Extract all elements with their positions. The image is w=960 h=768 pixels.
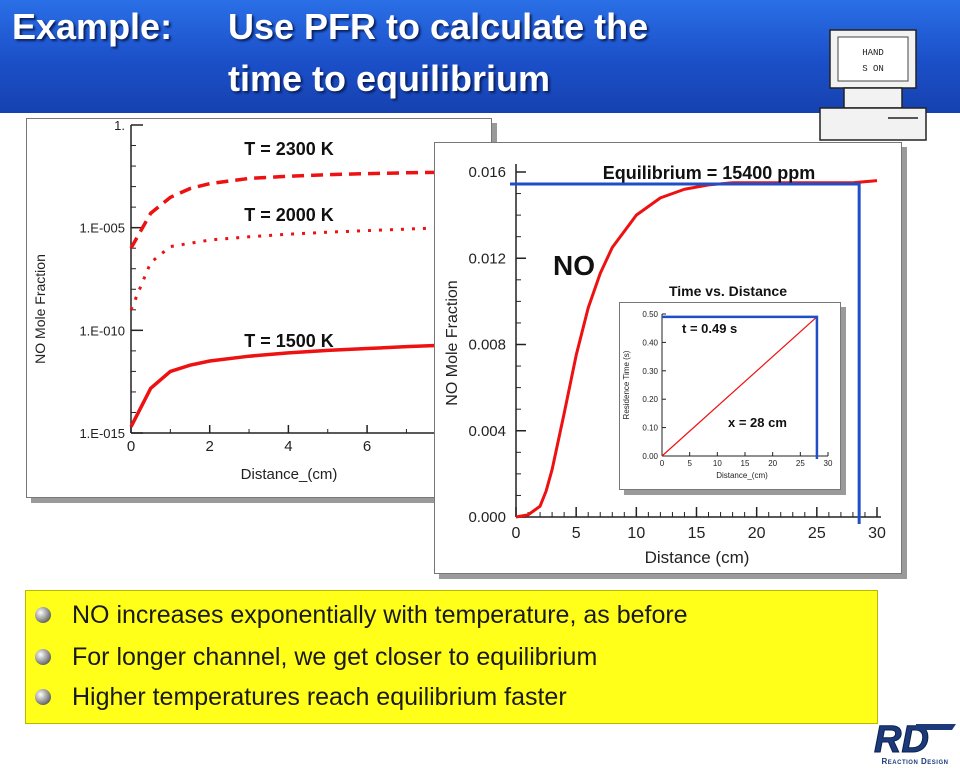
y-tick-label: 0.50 [642, 310, 658, 319]
y-tick-label: 0.004 [468, 423, 506, 440]
bullet-item: NO increases exponentially with temperat… [26, 599, 879, 631]
y-tick-label: 0.012 [468, 250, 506, 267]
chart-time-distance-panel: 0.00 0.10 0.20 0.30 0.40 0.50 0 5 10 15 20 25 30 Dist… [619, 302, 841, 490]
x-tick-label: 15 [688, 525, 706, 542]
x-tick-label: 15 [741, 459, 750, 468]
chart-log-temperature-panel: 1.1.E-0051.E-0101.E-01502468Distance_(cm… [26, 118, 494, 498]
x-tick-label: 30 [868, 525, 886, 542]
bullet-box: NO increases exponentially with temperat… [25, 590, 878, 724]
y-axis-label: NO Mole Fraction [32, 254, 48, 364]
x-tick-label: 25 [808, 525, 826, 542]
y-tick-label: 0.008 [468, 337, 506, 354]
x-tick-label: 5 [687, 459, 692, 468]
hands-on-line-2: S ON [862, 64, 884, 74]
x-axis-label: Distance_(cm) [716, 471, 768, 480]
x-tick-label: 20 [768, 459, 777, 468]
chart-time-distance: 0.00 0.10 0.20 0.30 0.40 0.50 0 5 10 15 20 25 30 Dist… [622, 310, 833, 480]
distance-annotation: x = 28 cm [728, 415, 787, 430]
x-axis-label: Distance_(cm) [241, 466, 338, 483]
y-tick-label: 0.20 [642, 395, 658, 404]
bullet-icon [35, 689, 51, 705]
bullet-icon [35, 607, 51, 623]
title-line-1: Use PFR to calculate the [228, 6, 649, 47]
series-label: T = 2000 K [244, 205, 334, 225]
bullet-item: Higher temperatures reach equilibrium fa… [26, 681, 879, 713]
x-tick-label: 2 [206, 438, 214, 455]
bullet-text: NO increases exponentially with temperat… [72, 600, 688, 629]
logo-text: Reaction Design [882, 757, 949, 766]
x-tick-label: 0 [660, 459, 665, 468]
y-tick-label: 1.E-005 [79, 221, 125, 236]
x-tick-label: 4 [284, 438, 292, 455]
reaction-design-logo: RD Reaction Design [872, 718, 958, 766]
equilibrium-annotation: Equilibrium = 15400 ppm [603, 163, 816, 183]
bullet-icon [35, 649, 51, 665]
x-axis-label: Distance (cm) [645, 548, 750, 567]
title-prefix: Example: [12, 6, 173, 47]
x-tick-label: 10 [713, 459, 722, 468]
hands-on-line-1: HAND [862, 48, 884, 58]
time-annotation: t = 0.49 s [682, 321, 737, 336]
series-label: T = 1500 K [244, 331, 334, 351]
series-line [129, 169, 494, 250]
series-line [661, 316, 818, 457]
x-tick-label: 25 [796, 459, 805, 468]
species-annotation: NO [553, 250, 595, 281]
x-tick-label: 5 [572, 525, 581, 542]
series-line [129, 224, 494, 311]
title-bar: Example: Use PFR to calculate the time t… [0, 0, 960, 113]
x-tick-label: 20 [748, 525, 766, 542]
title-line-2: time to equilibrium [228, 58, 551, 99]
y-tick-label: 0.00 [642, 452, 658, 461]
y-tick-label: 0.10 [642, 424, 658, 433]
x-tick-label: 0 [512, 525, 521, 542]
y-axis-label: NO Mole Fraction [444, 280, 461, 405]
y-tick-label: 0.30 [642, 367, 658, 376]
bullet-text: For longer channel, we get closer to equ… [72, 642, 598, 671]
y-tick-label: 1.E-010 [79, 323, 125, 338]
y-tick-label: 0.40 [642, 338, 658, 347]
x-tick-label: 30 [824, 459, 833, 468]
bullet-text: Higher temperatures reach equilibrium fa… [72, 682, 567, 711]
y-tick-label: 1.E-015 [79, 426, 125, 441]
x-tick-label: 10 [627, 525, 645, 542]
y-tick-label: 0.000 [468, 509, 506, 526]
y-tick-label: 0.016 [468, 164, 506, 181]
bullet-item: For longer channel, we get closer to equ… [26, 641, 879, 673]
series-label: T = 2300 K [244, 139, 334, 159]
chart-log-temperature: 1.1.E-0051.E-0101.E-01502468Distance_(cm… [32, 118, 494, 483]
y-tick-label: 1. [114, 119, 125, 133]
x-tick-label: 0 [127, 438, 135, 455]
y-axis-label: Residence Time (s) [622, 350, 631, 419]
hands-on-computer-icon: HAND S ON [818, 28, 930, 143]
series-line [129, 342, 494, 428]
x-tick-label: 6 [363, 438, 371, 455]
